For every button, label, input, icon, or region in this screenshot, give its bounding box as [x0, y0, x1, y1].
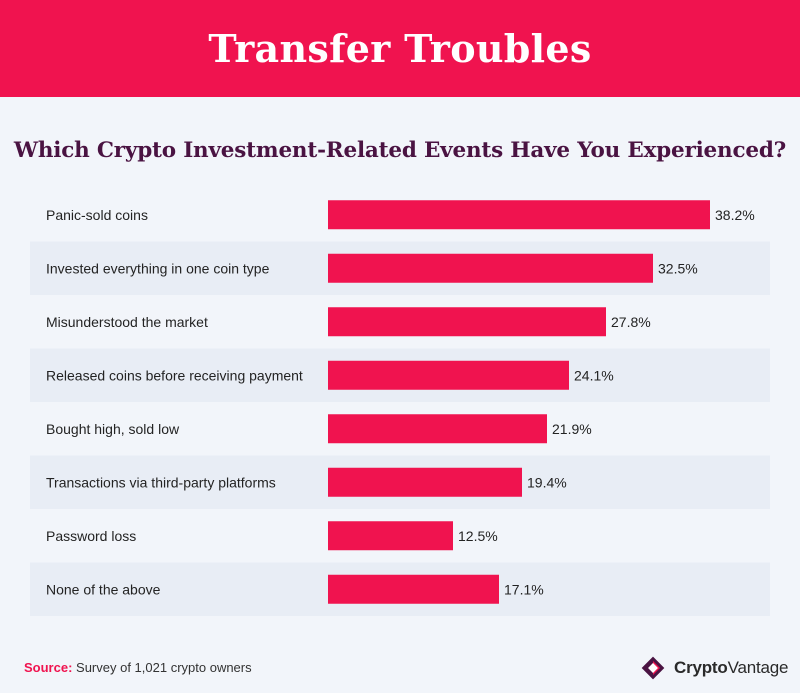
category-label: Misunderstood the market — [46, 314, 208, 330]
brand-name: CryptoVantage — [674, 658, 788, 678]
value-label: 38.2% — [715, 207, 755, 223]
bar — [328, 521, 453, 551]
value-label: 24.1% — [574, 367, 614, 383]
category-label: Transactions via third-party platforms — [46, 474, 276, 490]
value-label: 17.1% — [504, 581, 544, 597]
bar — [328, 414, 547, 444]
value-label: 19.4% — [527, 474, 567, 490]
value-label: 32.5% — [658, 260, 698, 276]
bar — [328, 307, 606, 337]
value-label: 21.9% — [552, 421, 592, 437]
bar — [328, 253, 653, 283]
chart-title: Which Crypto Investment-Related Events H… — [13, 138, 787, 163]
category-label: Released coins before receiving payment — [46, 367, 303, 383]
bar — [328, 360, 569, 390]
brand-name-part2: Vantage — [727, 658, 789, 677]
source-text: Survey of 1,021 crypto owners — [76, 660, 252, 675]
brand-name-part1: Crypto — [674, 658, 728, 677]
brand-diamond-icon — [641, 656, 665, 680]
header-banner: Transfer Troubles — [0, 0, 800, 97]
value-label: 12.5% — [458, 528, 498, 544]
value-label: 27.8% — [611, 314, 651, 330]
category-label: Panic-sold coins — [46, 207, 148, 223]
category-label: Invested everything in one coin type — [46, 260, 270, 276]
bar — [328, 467, 522, 497]
category-label: Bought high, sold low — [46, 421, 180, 437]
source-label: Source: — [24, 660, 73, 675]
category-label: Password loss — [46, 528, 136, 544]
brand-logo-group: CryptoVantage — [640, 653, 788, 683]
category-label: None of the above — [46, 581, 161, 597]
bar — [328, 200, 710, 230]
source-note: Source: Survey of 1,021 crypto owners — [24, 660, 252, 675]
page-title: Transfer Troubles — [208, 26, 592, 71]
bar — [328, 574, 499, 604]
